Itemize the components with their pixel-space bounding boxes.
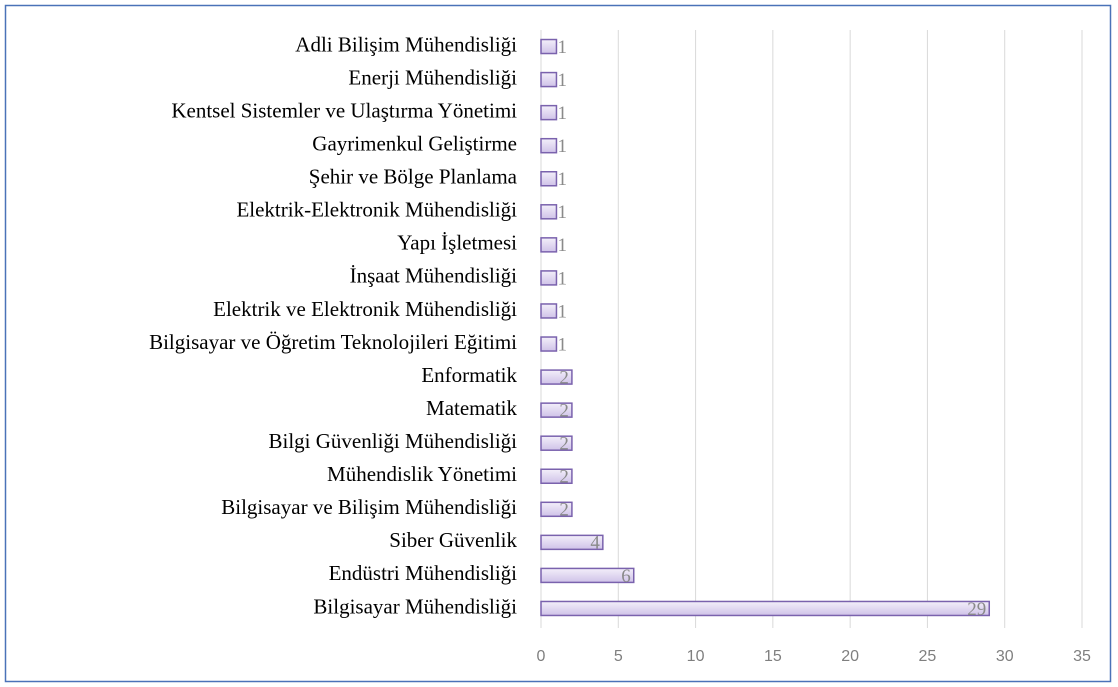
y-tick-label: Elektrik-Elektronik Mühendisliği xyxy=(236,198,517,222)
y-tick-label: Yapı İşletmesi xyxy=(397,231,517,255)
y-tick-label: Gayrimenkul Geliştirme xyxy=(312,132,517,156)
bar xyxy=(540,303,558,319)
value-label: 2 xyxy=(559,367,569,388)
value-label: 1 xyxy=(558,301,568,322)
x-tick-label: 5 xyxy=(614,648,623,665)
bar xyxy=(540,600,991,617)
bar xyxy=(540,71,558,88)
bar xyxy=(540,137,558,154)
y-tick-label: Siber Güvenlik xyxy=(389,528,517,552)
y-tick-label: Matematik xyxy=(426,396,517,420)
x-tick-label: 15 xyxy=(764,648,782,665)
y-tick-label: Endüstri Mühendisliği xyxy=(329,561,518,585)
bar xyxy=(540,38,558,55)
value-label: 29 xyxy=(967,599,986,620)
value-label: 6 xyxy=(621,566,631,587)
y-tick-label: Bilgi Güvenliği Mühendisliği xyxy=(268,429,517,453)
y-tick-label: Mühendislik Yönetimi xyxy=(327,462,517,486)
bar xyxy=(540,468,573,484)
bar xyxy=(540,204,558,220)
bar xyxy=(540,402,573,418)
bar xyxy=(540,237,558,253)
value-label: 2 xyxy=(559,467,569,488)
y-tick-label: İnşaat Mühendisliği xyxy=(350,264,518,288)
value-label: 2 xyxy=(559,434,569,455)
x-tick-label: 10 xyxy=(687,648,705,665)
value-label: 2 xyxy=(559,500,569,521)
bar xyxy=(540,501,573,518)
x-tick-label: 25 xyxy=(919,648,937,665)
y-tick-label: Bilgisayar Mühendisliği xyxy=(313,594,517,618)
y-tick-label: Adli Bilişim Mühendisliği xyxy=(295,32,517,56)
value-label: 1 xyxy=(558,268,568,289)
y-tick-label: Enerji Mühendisliği xyxy=(348,65,517,89)
x-tick-label: 0 xyxy=(537,648,546,665)
x-tick-label: 30 xyxy=(996,648,1014,665)
value-label: 4 xyxy=(590,533,600,554)
bar xyxy=(540,567,635,584)
y-tick-label: Elektrik ve Elektronik Mühendisliği xyxy=(213,297,517,321)
value-label: 2 xyxy=(559,400,569,421)
y-tick-label: Bilgisayar ve Bilişim Mühendisliği xyxy=(221,495,517,519)
bar xyxy=(540,104,558,121)
bar xyxy=(540,270,558,286)
x-tick-label: 20 xyxy=(841,648,859,665)
value-label: 1 xyxy=(558,103,568,124)
bar xyxy=(540,435,573,451)
value-label: 1 xyxy=(558,235,568,256)
x-tick-label: 35 xyxy=(1073,648,1091,665)
bar xyxy=(540,171,558,187)
y-tick-label: Şehir ve Bölge Planlama xyxy=(309,165,518,189)
bar xyxy=(540,336,558,352)
value-label: 1 xyxy=(558,136,568,157)
y-tick-label: Kentsel Sistemler ve Ulaştırma Yönetimi xyxy=(171,98,517,122)
value-label: 1 xyxy=(558,334,568,355)
y-tick-label: Bilgisayar ve Öğretim Teknolojileri Eğit… xyxy=(149,330,517,354)
bar xyxy=(540,534,604,551)
value-label: 1 xyxy=(558,202,568,223)
value-label: 1 xyxy=(558,37,568,58)
y-tick-label: Enformatik xyxy=(421,363,517,387)
bar xyxy=(540,369,573,385)
value-label: 1 xyxy=(558,70,568,91)
value-label: 1 xyxy=(558,169,568,190)
